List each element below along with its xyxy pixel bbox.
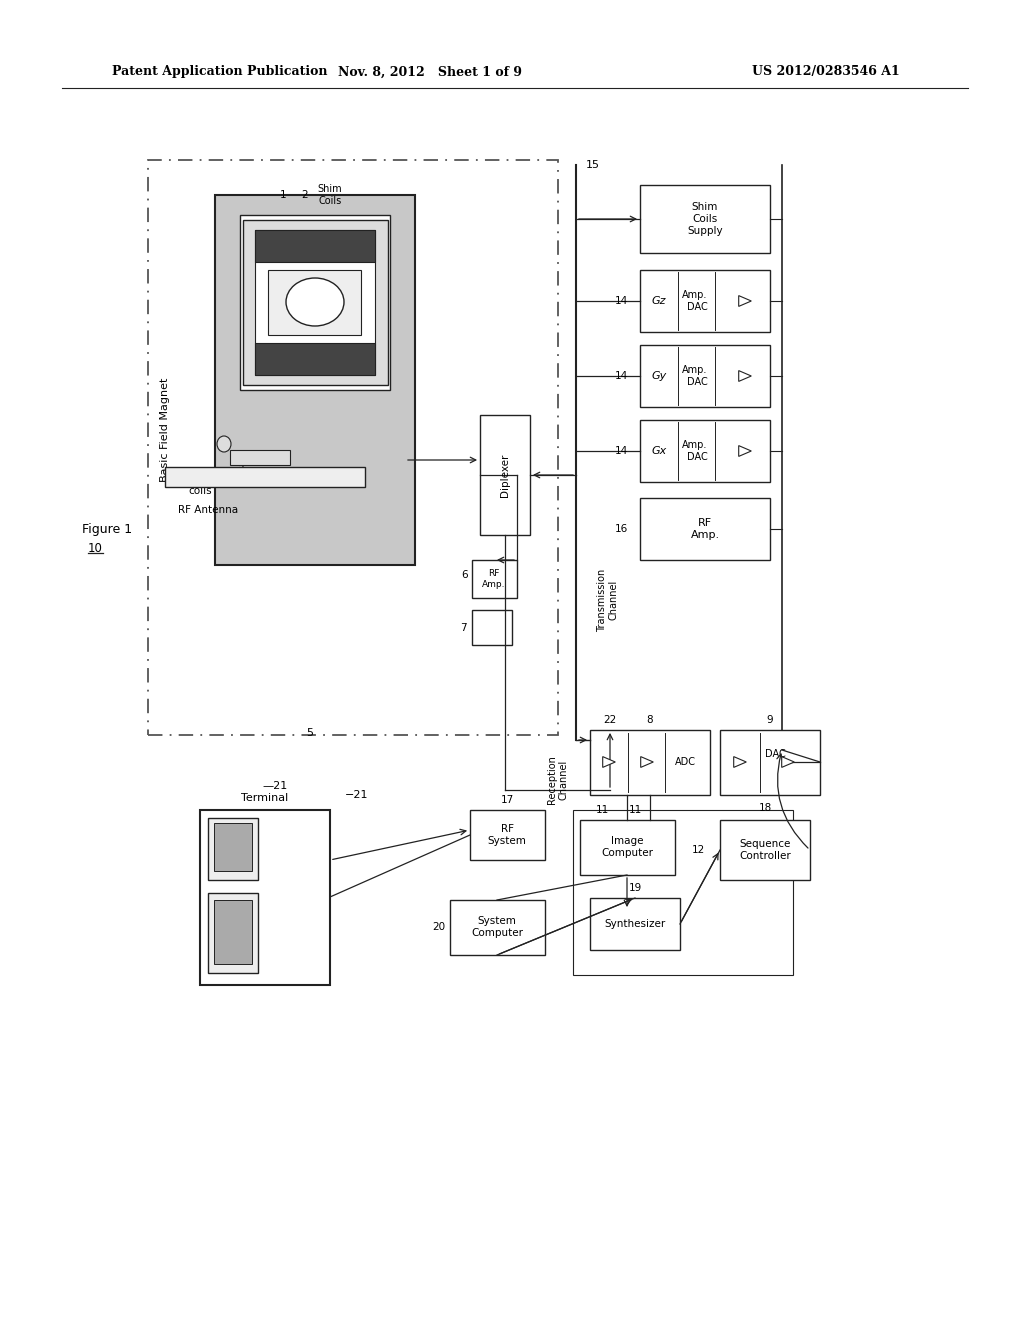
Text: 6: 6 [462,570,468,579]
Text: M: M [309,296,321,309]
Ellipse shape [286,279,344,326]
Polygon shape [738,371,752,381]
FancyBboxPatch shape [640,271,770,333]
FancyBboxPatch shape [580,820,675,875]
Text: RF
System: RF System [487,824,526,846]
Text: 3: 3 [237,465,244,475]
Text: 5: 5 [306,729,313,738]
FancyBboxPatch shape [450,900,545,954]
Text: Amp.: Amp. [682,440,708,450]
Text: 20: 20 [432,921,445,932]
FancyBboxPatch shape [208,894,258,973]
Text: Patent Application Publication: Patent Application Publication [112,66,328,78]
Text: 17: 17 [501,795,514,805]
Text: System
Computer: System Computer [471,916,523,937]
Text: Gx: Gx [651,446,667,455]
FancyBboxPatch shape [590,730,710,795]
Text: 22: 22 [603,715,616,725]
Text: DAC: DAC [687,451,708,462]
Text: 8: 8 [647,715,653,725]
Text: Reception
Channel: Reception Channel [547,755,568,804]
FancyBboxPatch shape [214,900,252,964]
FancyBboxPatch shape [255,230,375,261]
Text: Shim
Coils: Shim Coils [317,185,342,206]
Ellipse shape [217,436,231,451]
Text: 10: 10 [88,541,102,554]
Polygon shape [781,756,795,767]
Text: Amp.: Amp. [682,290,708,300]
Text: 14: 14 [614,296,628,306]
FancyBboxPatch shape [230,450,290,465]
Text: 11: 11 [629,805,642,814]
Text: Transmission
Channel: Transmission Channel [597,569,618,632]
Text: Image
Computer: Image Computer [601,836,653,858]
FancyBboxPatch shape [720,820,810,880]
Text: RF
Amp.: RF Amp. [690,519,720,540]
Text: 15: 15 [586,160,600,170]
Text: Terminal: Terminal [242,793,289,803]
Text: ADC: ADC [675,756,695,767]
Text: Gz: Gz [651,296,667,306]
Text: RF
Amp.: RF Amp. [482,569,506,589]
Text: Basic Field Magnet: Basic Field Magnet [160,378,170,482]
Polygon shape [734,756,746,767]
Text: 16: 16 [614,524,628,535]
FancyBboxPatch shape [470,810,545,861]
FancyBboxPatch shape [720,730,820,795]
Text: Amp.: Amp. [682,366,708,375]
Polygon shape [603,756,615,767]
FancyBboxPatch shape [640,345,770,407]
FancyBboxPatch shape [243,220,388,385]
FancyBboxPatch shape [640,185,770,253]
Text: Shim
Coils
Supply: Shim Coils Supply [687,202,723,235]
Text: 1: 1 [280,190,287,201]
FancyBboxPatch shape [200,810,330,985]
Text: 7: 7 [461,623,467,634]
FancyBboxPatch shape [640,420,770,482]
Text: DAC: DAC [687,302,708,312]
FancyBboxPatch shape [640,498,770,560]
Polygon shape [738,446,752,457]
FancyBboxPatch shape [255,343,375,375]
Text: US 2012/0283546 A1: US 2012/0283546 A1 [753,66,900,78]
Text: 2: 2 [302,190,308,201]
Text: Gy: Gy [651,371,667,381]
FancyBboxPatch shape [215,195,415,565]
FancyBboxPatch shape [480,414,530,535]
FancyBboxPatch shape [268,271,361,335]
Text: Gradient
coils: Gradient coils [177,474,223,496]
FancyBboxPatch shape [165,467,365,487]
Text: Diplexer: Diplexer [500,453,510,496]
FancyBboxPatch shape [472,560,517,598]
Text: DAC: DAC [687,378,708,387]
Text: Figure 1: Figure 1 [82,524,132,536]
Text: RF Antenna: RF Antenna [178,506,238,515]
Text: −21: −21 [345,789,369,800]
Text: Nov. 8, 2012   Sheet 1 of 9: Nov. 8, 2012 Sheet 1 of 9 [338,66,522,78]
Text: Synthesizer: Synthesizer [604,919,666,929]
Text: 18: 18 [759,803,772,813]
Polygon shape [738,296,752,306]
Text: 9: 9 [767,715,773,725]
Polygon shape [641,756,653,767]
FancyBboxPatch shape [214,822,252,871]
Text: 12: 12 [692,845,705,855]
Text: —21: —21 [262,781,288,791]
Text: Sequence
Controller: Sequence Controller [739,840,791,861]
FancyBboxPatch shape [208,818,258,880]
FancyBboxPatch shape [472,610,512,645]
Text: 14: 14 [614,371,628,381]
Text: 11: 11 [595,805,608,814]
Text: DAC: DAC [765,748,785,759]
Text: 14: 14 [614,446,628,455]
FancyBboxPatch shape [255,230,375,375]
FancyBboxPatch shape [590,898,680,950]
Text: 19: 19 [629,883,642,894]
FancyBboxPatch shape [240,215,390,389]
Text: 4: 4 [255,375,261,385]
